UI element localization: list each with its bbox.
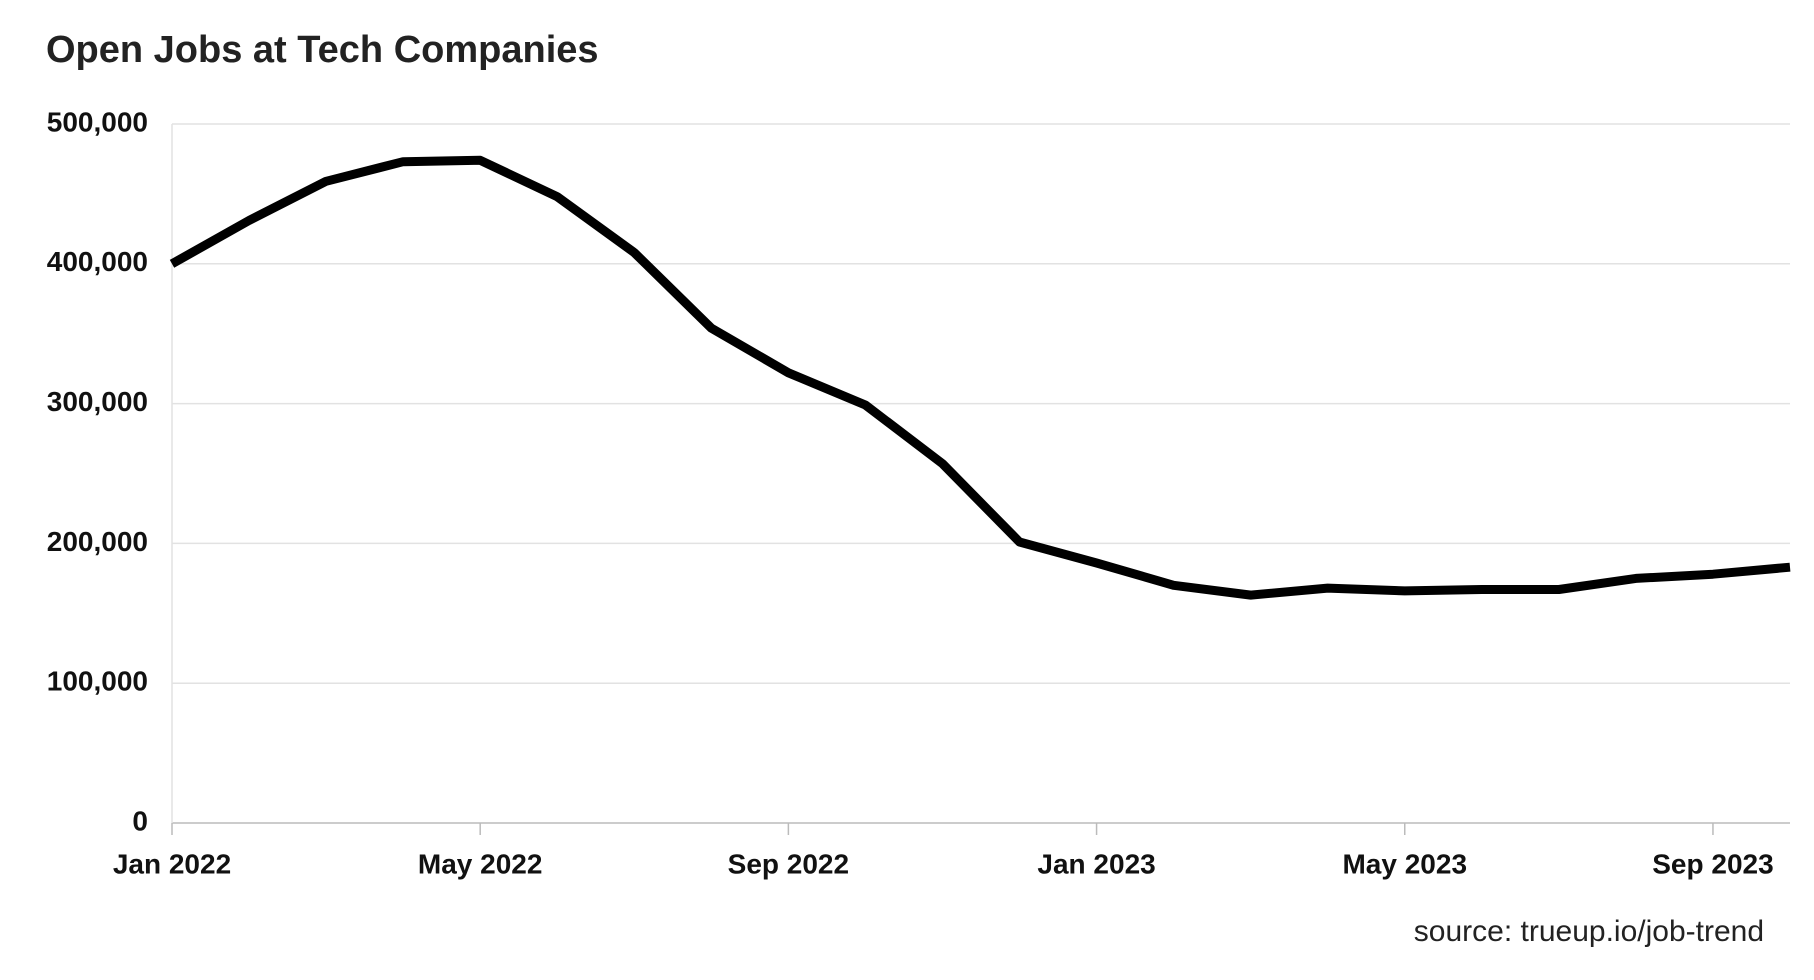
x-tick-label: May 2023 xyxy=(1342,848,1467,879)
x-tick-label: Sep 2022 xyxy=(728,848,849,879)
chart-title: Open Jobs at Tech Companies xyxy=(46,29,599,71)
x-tick-label: Jan 2022 xyxy=(113,848,231,879)
x-tick-label: Jan 2023 xyxy=(1037,848,1155,879)
data-line xyxy=(169,155,1791,600)
y-tick-label: 300,000 xyxy=(47,386,148,417)
y-tick-label: 200,000 xyxy=(47,526,148,557)
x-tick-label: Sep 2023 xyxy=(1652,848,1773,879)
y-tick-label: 500,000 xyxy=(47,106,148,137)
x-tick-label: May 2022 xyxy=(418,848,543,879)
y-tick-label: 400,000 xyxy=(47,246,148,277)
source-note: source: trueup.io/job-trend xyxy=(1414,915,1764,948)
y-tick-label: 0 xyxy=(132,805,148,836)
y-tick-label: 100,000 xyxy=(47,666,148,697)
